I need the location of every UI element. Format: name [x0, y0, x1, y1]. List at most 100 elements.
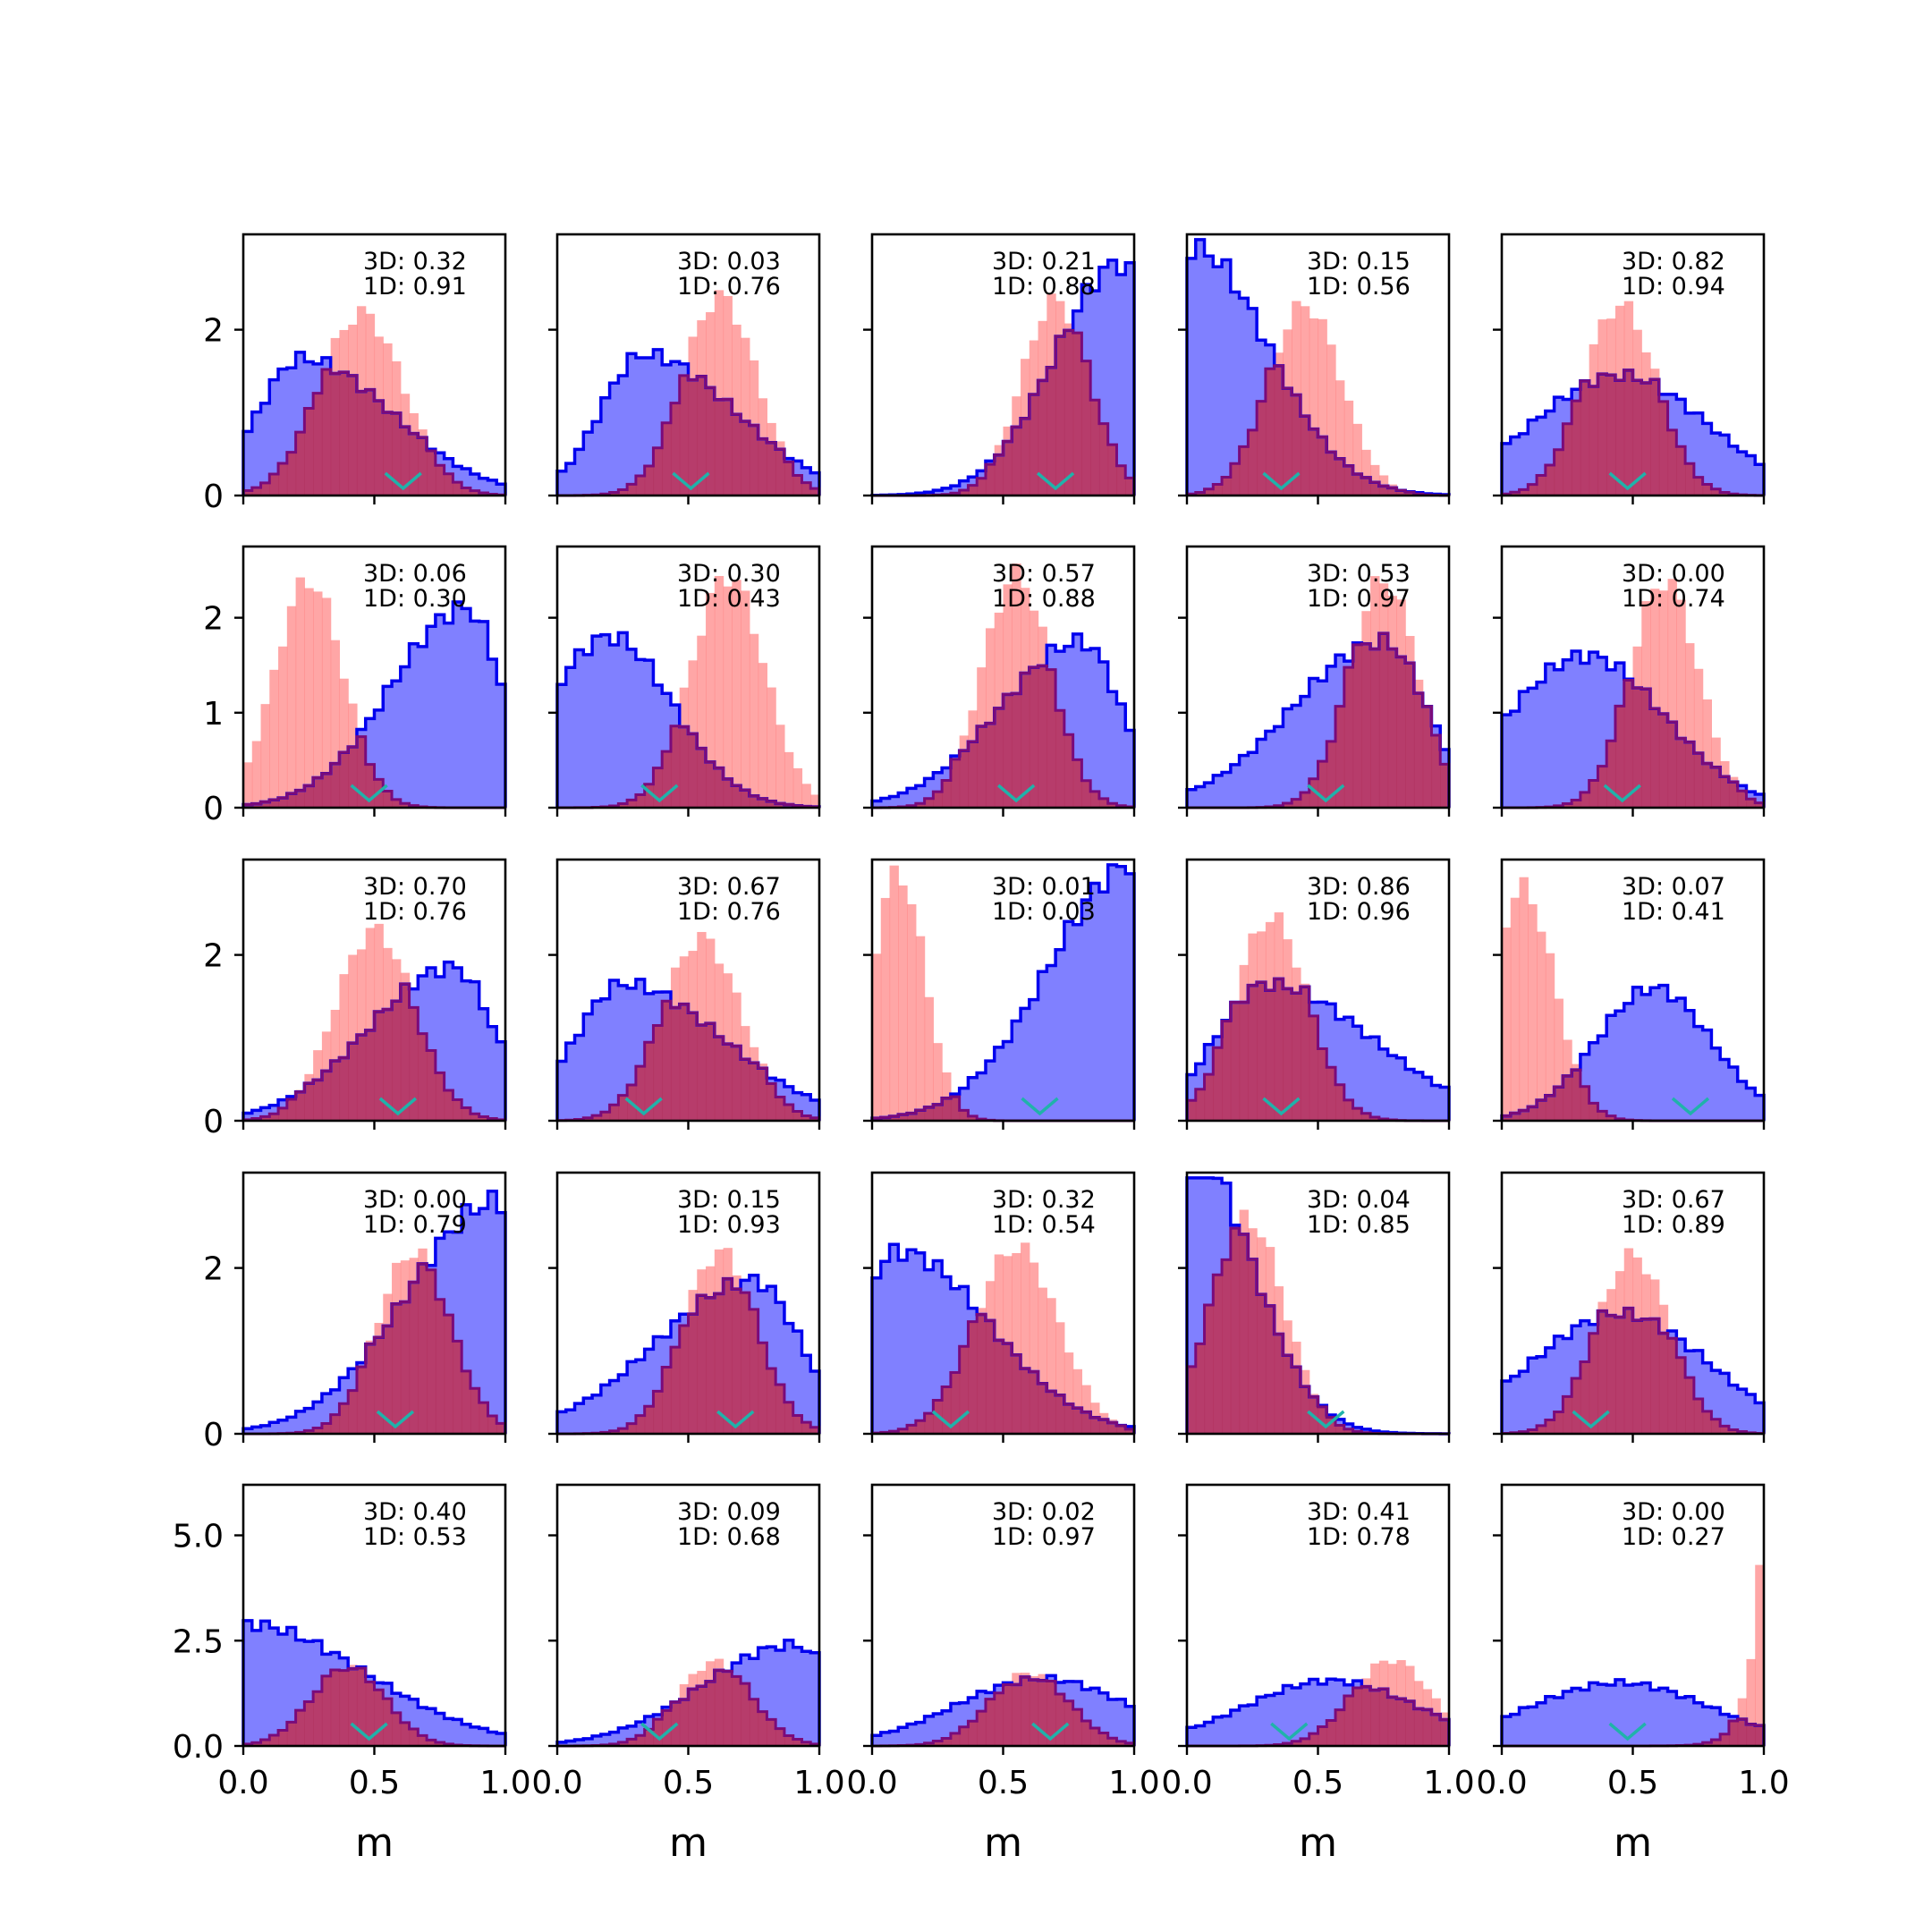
overlap-bar [356, 1034, 367, 1121]
overlap-bar [1283, 802, 1292, 808]
overlap-bar [1038, 1383, 1047, 1434]
estimate-marker [1031, 1722, 1070, 1741]
annotation-3d: 3D: 0.30 [677, 560, 781, 588]
blue-bar [1265, 1695, 1275, 1746]
estimate-marker [376, 1410, 415, 1429]
overlap-step-outline [242, 368, 507, 496]
overlap-bar [609, 1105, 619, 1121]
overlap-bar [959, 1346, 970, 1434]
overlap-bar [313, 1080, 323, 1121]
overlap-bar [810, 1117, 820, 1121]
overlap-bar [1300, 987, 1310, 1121]
overlap-bar [321, 1071, 332, 1121]
overlap-bar [278, 1730, 288, 1746]
red-bar [907, 904, 917, 1121]
overlap-step-outline [555, 999, 821, 1123]
blue-bar [1728, 445, 1739, 496]
overlap-bar [1072, 1408, 1082, 1434]
red-bar [775, 724, 785, 808]
estimate-marker [640, 1722, 679, 1741]
overlap-bar [286, 1722, 297, 1746]
blue-bar [618, 985, 628, 1121]
overlap-bar [453, 482, 462, 496]
overlap-bar [758, 1343, 767, 1434]
overlap-bar [977, 1711, 987, 1746]
overlap-bar [1545, 464, 1555, 496]
blue-bar [1746, 1088, 1756, 1121]
annotation-1d: 1D: 0.03 [992, 898, 1096, 926]
overlap-bar [1563, 1075, 1572, 1121]
red-bar [1021, 1242, 1030, 1434]
overlap-bar [295, 1091, 305, 1121]
overlap-bar [1343, 1428, 1354, 1434]
overlap-bar [977, 726, 987, 808]
overlap-bar [251, 487, 262, 496]
blue-bar [462, 1724, 471, 1746]
overlap-bar [383, 1009, 393, 1121]
blue-bar [924, 1716, 934, 1746]
overlap-bar [1283, 1742, 1292, 1746]
overlap-bar [942, 780, 952, 808]
annotation-3d: 3D: 0.15 [677, 1186, 781, 1214]
overlap-bar [985, 464, 996, 496]
annotation-1d: 1D: 0.54 [992, 1211, 1096, 1239]
overlap-bar [1545, 1419, 1555, 1434]
blue-bar [1755, 1402, 1765, 1434]
overlap-bar [1589, 1333, 1599, 1434]
red-bar [810, 794, 820, 808]
overlap-bar [1318, 1048, 1327, 1121]
overlap-bar [1003, 1343, 1013, 1434]
blue-bar [889, 1731, 899, 1746]
overlap-bar [1580, 792, 1590, 808]
overlap-bar [977, 478, 987, 496]
overlap-bar [627, 800, 637, 808]
blue-bar [950, 486, 961, 496]
red-bar [1667, 579, 1677, 808]
red-bar [792, 767, 803, 808]
blue-bar [1510, 1376, 1521, 1434]
overlap-bar [260, 1116, 270, 1121]
overlap-bar [653, 1719, 663, 1746]
blue-bar [1283, 708, 1292, 808]
blue-bar [1519, 433, 1529, 496]
blue-bar [1431, 1085, 1441, 1121]
overlap-bar [1563, 1396, 1572, 1434]
overlap-bar [1378, 633, 1389, 808]
overlap-bar [1265, 990, 1275, 1121]
red-bar [1519, 877, 1529, 1121]
blue-bar [592, 1394, 602, 1434]
overlap-bar [1510, 492, 1521, 496]
y-tick-label: 1 [203, 696, 224, 733]
overlap-bar [924, 798, 934, 808]
overlap-bar [1519, 1110, 1529, 1121]
overlap-bar [444, 473, 453, 496]
blue-bar [618, 375, 628, 496]
overlap-bar [1257, 982, 1267, 1121]
annotation-3d: 3D: 0.02 [992, 1498, 1096, 1526]
overlap-bar [635, 1415, 646, 1434]
blue-bar [1711, 433, 1721, 496]
overlap-bar [1658, 1333, 1669, 1434]
overlap-bar [609, 1430, 619, 1434]
red-bar [269, 669, 279, 808]
overlap-bar [435, 465, 445, 496]
blue-bar [600, 1733, 611, 1746]
annotation-3d: 3D: 0.53 [1307, 560, 1411, 588]
overlap-bar [1361, 643, 1371, 808]
blue-bar [880, 1261, 891, 1434]
blue-bar [583, 432, 593, 496]
overlap-bar [1422, 1709, 1433, 1746]
blue-bar [462, 1204, 471, 1434]
overlap-bar [662, 751, 672, 808]
blue-bar [1038, 971, 1047, 1121]
overlap-bar [383, 1326, 393, 1434]
overlap-bar [784, 1105, 794, 1121]
blue-bar [653, 349, 663, 496]
overlap-bar [339, 1670, 349, 1746]
blue-bar [1502, 1716, 1512, 1746]
overlap-bar [679, 1325, 690, 1434]
blue-bar [950, 1288, 961, 1434]
blue-bar [427, 626, 436, 808]
overlap-bar [1693, 477, 1704, 496]
blue-bar [1650, 1690, 1660, 1746]
